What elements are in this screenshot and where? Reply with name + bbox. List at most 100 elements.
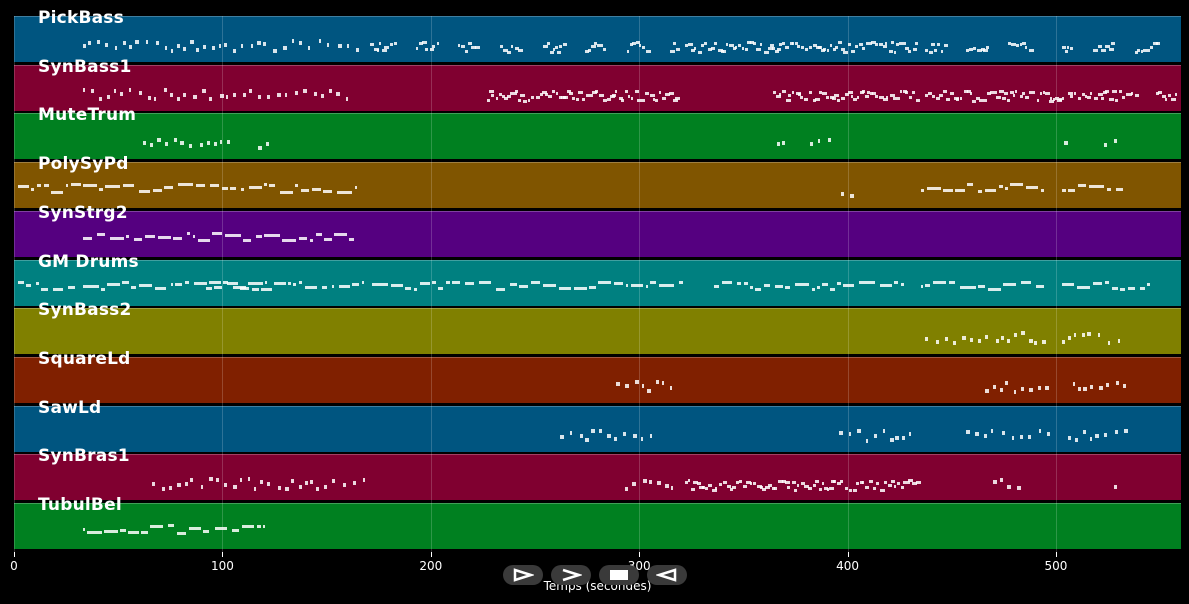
note-mark	[277, 92, 282, 97]
stop-button[interactable]	[599, 565, 639, 585]
note-mark	[744, 47, 749, 51]
note-mark	[1135, 50, 1138, 54]
play-button[interactable]	[503, 565, 543, 585]
note-mark	[967, 90, 972, 94]
note-mark	[143, 141, 146, 146]
note-mark	[665, 93, 671, 97]
note-mark	[1097, 93, 1103, 97]
note-mark	[808, 90, 813, 94]
note-mark	[387, 45, 390, 49]
note-mark	[1114, 485, 1118, 490]
note-mark	[641, 98, 645, 102]
note-mark	[436, 41, 439, 45]
note-mark	[723, 481, 727, 485]
note-mark	[1073, 92, 1077, 96]
note-mark	[1076, 286, 1091, 290]
note-mark	[299, 485, 303, 490]
note-mark	[873, 433, 877, 438]
note-mark	[804, 484, 809, 488]
note-mark	[550, 50, 555, 54]
note-mark	[714, 487, 717, 491]
note-mark	[761, 487, 766, 491]
note-mark	[1122, 384, 1127, 389]
note-mark	[107, 282, 120, 286]
note-mark	[1049, 96, 1052, 100]
note-mark	[176, 44, 180, 49]
note-mark	[267, 94, 270, 99]
note-mark	[786, 98, 791, 102]
note-mark	[114, 45, 117, 50]
track-name: SquareLd	[38, 348, 131, 369]
note-mark	[769, 44, 774, 48]
note-mark	[999, 387, 1003, 392]
note-mark	[1137, 48, 1141, 52]
note-mark	[138, 189, 151, 193]
note-mark	[154, 287, 166, 291]
note-mark	[704, 42, 708, 46]
note-mark	[701, 486, 706, 490]
note-mark	[432, 280, 436, 284]
note-mark	[1081, 92, 1085, 96]
note-mark	[422, 41, 427, 45]
note-mark	[243, 93, 246, 98]
note-mark	[828, 487, 834, 491]
note-mark	[908, 50, 912, 54]
track-lane: PolySyPd	[14, 154, 1181, 209]
note-mark	[984, 434, 988, 439]
note-mark	[585, 438, 589, 443]
forward-button[interactable]	[551, 565, 591, 585]
note-mark	[99, 96, 103, 101]
note-mark	[896, 97, 901, 101]
note-mark	[1068, 336, 1071, 341]
note-mark	[775, 95, 781, 99]
note-mark	[1028, 49, 1034, 53]
note-mark	[840, 479, 844, 483]
note-mark	[935, 97, 941, 101]
note-mark	[510, 283, 517, 287]
back-button[interactable]	[647, 565, 687, 585]
note-mark	[467, 42, 473, 46]
note-mark	[224, 233, 241, 237]
note-mark	[1064, 140, 1069, 145]
note-mark	[105, 43, 108, 48]
note-mark	[209, 281, 221, 285]
note-mark	[1062, 46, 1067, 49]
note-mark	[893, 50, 896, 54]
note-mark	[1038, 386, 1041, 391]
note-mark	[987, 91, 992, 95]
note-mark	[1004, 92, 1008, 96]
note-mark	[1088, 184, 1105, 188]
note-mark	[767, 46, 773, 50]
note-mark	[791, 481, 797, 484]
note-mark	[899, 42, 903, 46]
note-mark	[304, 481, 308, 486]
note-mark	[599, 429, 603, 434]
note-mark	[873, 487, 876, 491]
note-mark	[120, 528, 126, 532]
note-mark	[265, 142, 270, 147]
note-mark	[810, 141, 813, 146]
note-mark	[865, 438, 868, 443]
note-mark	[323, 485, 327, 490]
note-mark	[1164, 97, 1168, 101]
note-mark	[791, 42, 795, 46]
note-mark	[338, 43, 342, 48]
note-mark	[82, 284, 99, 288]
note-mark	[966, 48, 969, 52]
note-mark	[879, 95, 884, 99]
note-mark	[1017, 485, 1022, 490]
note-mark	[673, 41, 677, 45]
note-mark	[1077, 387, 1081, 392]
note-mark	[800, 45, 805, 49]
note-mark	[519, 285, 529, 289]
note-mark	[979, 98, 983, 102]
note-mark	[903, 480, 906, 484]
note-mark	[167, 524, 175, 528]
note-mark	[801, 481, 805, 485]
note-mark	[1086, 96, 1091, 100]
note-mark	[782, 89, 786, 93]
note-mark	[991, 429, 994, 434]
note-mark	[315, 232, 322, 236]
note-mark	[180, 140, 184, 145]
note-mark	[225, 95, 228, 100]
